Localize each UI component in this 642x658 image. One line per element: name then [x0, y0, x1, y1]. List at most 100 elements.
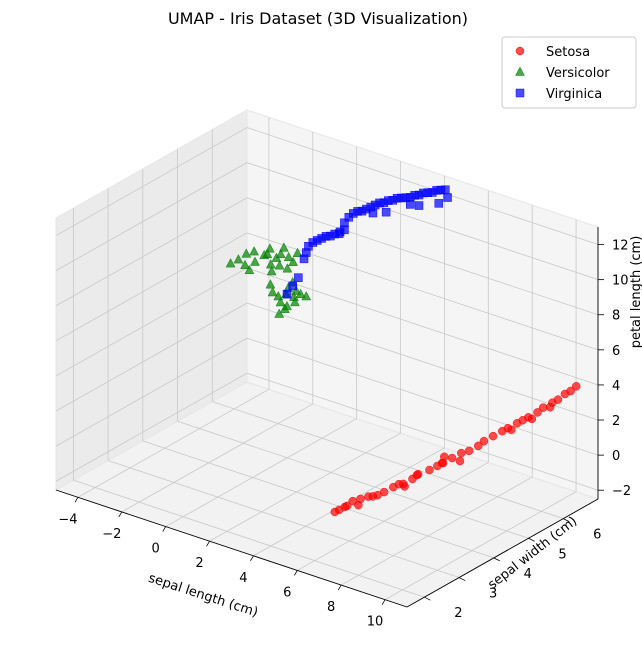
grid-lines	[55, 117, 599, 601]
virginica-point	[434, 199, 444, 208]
virginica-point	[294, 273, 303, 282]
z-tick-label: 6	[612, 344, 620, 359]
z-tick-label: 4	[612, 379, 620, 394]
grid-line	[177, 420, 529, 539]
x-tick-mark	[162, 526, 167, 532]
x-tick-label: 0	[152, 542, 160, 557]
grid-line	[246, 337, 599, 456]
grid-line	[55, 162, 248, 271]
series-versicolor	[225, 242, 312, 318]
y-tick-label: 4	[524, 567, 532, 582]
setosa-point	[457, 448, 466, 458]
virginica-point	[381, 207, 391, 217]
versicolor-point	[283, 251, 294, 262]
grid-line	[246, 162, 599, 281]
setosa-point	[479, 436, 489, 446]
grid-line	[297, 462, 489, 571]
virginica-point	[282, 289, 292, 299]
y-tick-label: 2	[454, 606, 462, 621]
versicolor-point	[278, 242, 289, 252]
grid-line	[55, 372, 248, 482]
grid-line	[55, 197, 248, 307]
x-tick-label: −2	[102, 527, 121, 542]
grid-line	[55, 232, 248, 342]
z-tick-label: 12	[612, 239, 629, 254]
versicolor-point	[250, 256, 260, 266]
chart-title: UMAP - Iris Dataset (3D Visualization)	[168, 9, 468, 28]
y-tick-label: 3	[489, 587, 497, 602]
tick-labels: −4 −2 0 2 4 6 8 10 2 3 4 5 6 −2 0 2 4 6 8 10 12	[58, 239, 631, 630]
y-tick-mark	[563, 518, 570, 522]
x-tick-mark	[337, 584, 342, 591]
grid-line	[121, 403, 314, 513]
setosa-point	[533, 408, 542, 417]
setosa-point	[507, 425, 516, 435]
setosa-point	[440, 452, 449, 462]
x-tick-label: −4	[58, 512, 77, 527]
legend-marker-setosa	[515, 46, 525, 56]
versicolor-point	[292, 247, 303, 257]
grid-line	[246, 302, 599, 421]
legend-label-versicolor: Versicolor	[546, 66, 610, 81]
setosa-point	[553, 395, 563, 404]
setosa-point	[400, 482, 409, 491]
x-tick-mark	[381, 599, 386, 605]
setosa-point	[447, 453, 457, 463]
x-tick-mark	[250, 555, 254, 562]
x-axis-line	[55, 489, 408, 608]
z-tick-label: 2	[612, 414, 620, 429]
y-tick-mark	[424, 596, 431, 601]
x-tick-mark	[206, 540, 210, 547]
legend-label-setosa: Setosa	[546, 45, 590, 60]
x-tick-mark	[118, 511, 123, 518]
versicolor-point	[282, 263, 293, 273]
versicolor-point	[240, 259, 250, 270]
grid-line	[246, 267, 599, 386]
versicolor-point	[275, 248, 286, 259]
setosa-point	[425, 465, 434, 475]
axis-lines	[55, 227, 599, 608]
setosa-point	[379, 487, 389, 497]
x-tick-mark	[74, 497, 79, 503]
x-tick-label: 2	[195, 556, 203, 571]
virginica-point	[340, 225, 349, 235]
x-tick-label: 4	[239, 571, 247, 586]
versicolor-point	[282, 300, 292, 311]
legend-marker-versicolor	[515, 66, 525, 76]
series-setosa	[330, 382, 581, 517]
versicolor-point	[301, 290, 312, 301]
versicolor-point	[274, 308, 285, 318]
axis-panes	[54, 109, 600, 608]
y-axis-line	[406, 498, 599, 608]
versicolor-point	[244, 264, 255, 275]
virginica-point	[368, 208, 378, 218]
versicolor-point	[225, 258, 236, 268]
setosa-point	[488, 431, 498, 441]
virginica-point	[443, 193, 452, 202]
grid-line	[142, 440, 494, 559]
x-tick-mark	[293, 570, 298, 576]
grid-line	[212, 401, 564, 520]
versicolor-point	[249, 246, 260, 256]
legend-box	[501, 36, 637, 109]
versicolor-point	[267, 286, 278, 297]
grid-line	[340, 476, 533, 586]
setosa-point	[527, 414, 537, 424]
x-tick-label: 6	[283, 585, 291, 600]
grid-line	[55, 127, 248, 236]
grid-line	[384, 491, 577, 601]
y-tick-mark	[493, 557, 500, 562]
z-tick-label: 0	[612, 449, 620, 464]
versicolor-point	[266, 265, 277, 276]
versicolor-point	[262, 248, 273, 258]
virginica-point	[441, 185, 450, 195]
grid-line	[209, 432, 401, 542]
virginica-point	[414, 201, 424, 210]
z-tick-label: −2	[612, 484, 631, 499]
grid-line	[165, 418, 357, 527]
setosa-point	[571, 382, 581, 391]
grid-line	[73, 479, 425, 598]
versicolor-point	[275, 296, 286, 307]
legend-label-virginica: Virginica	[546, 87, 602, 102]
